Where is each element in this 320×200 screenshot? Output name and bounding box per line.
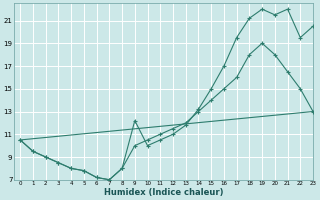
X-axis label: Humidex (Indice chaleur): Humidex (Indice chaleur): [104, 188, 223, 197]
